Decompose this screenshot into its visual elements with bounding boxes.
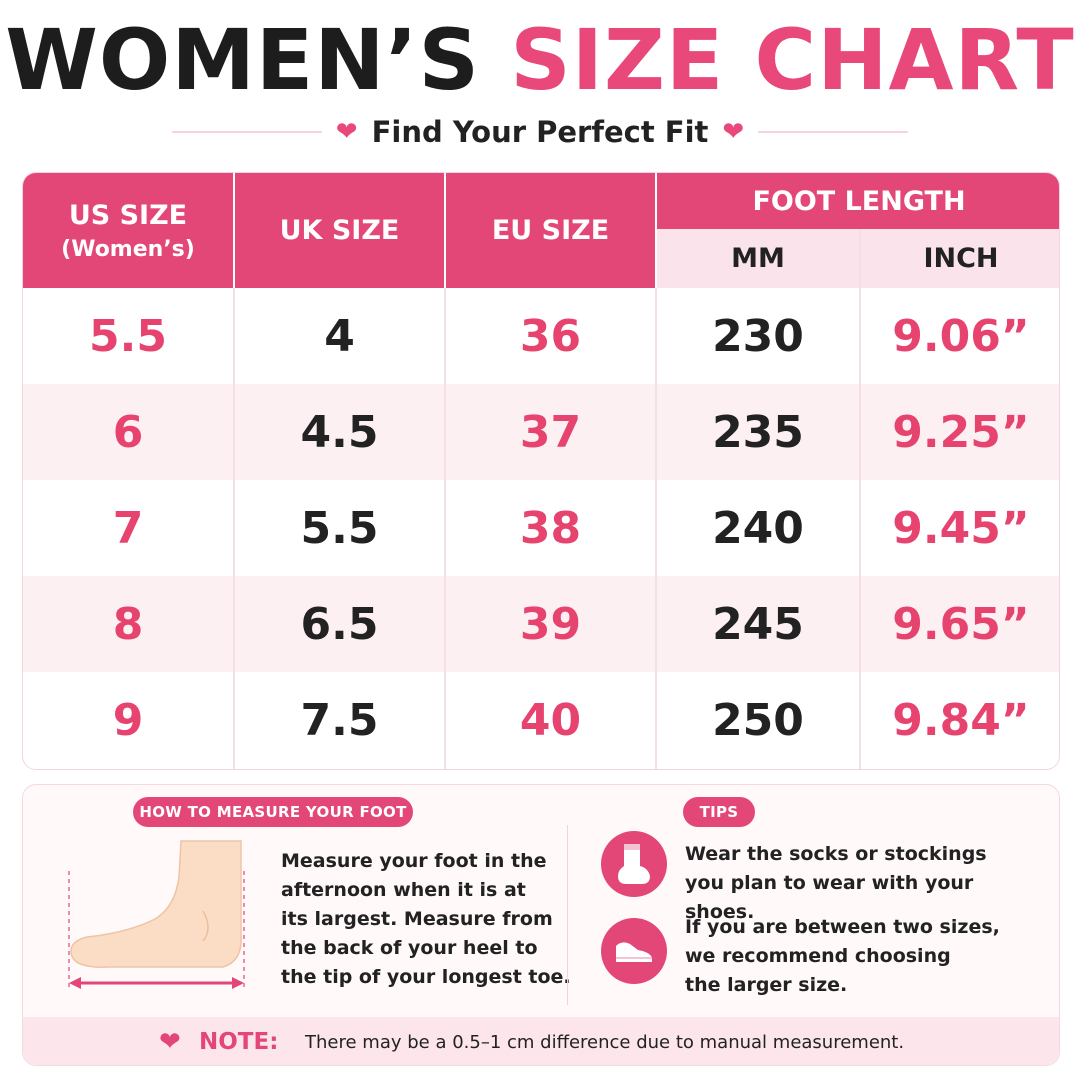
subtitle-row: ❤ Find Your Perfect Fit ❤ (0, 108, 1080, 156)
column-divider (655, 288, 657, 769)
cell-us: 5.5 (89, 310, 167, 362)
cell-inch: 9.25” (892, 406, 1030, 458)
cell-uk: 5.5 (300, 502, 379, 554)
header-divider (233, 173, 235, 288)
cell-inch: 9.06” (892, 310, 1030, 362)
page-title: WOMEN’S SIZE CHART (0, 10, 1080, 110)
cell-eu: 40 (519, 694, 582, 746)
foot-illustration (68, 840, 245, 989)
cell-eu: 37 (519, 406, 582, 458)
measure-badge: HOW TO MEASURE YOUR FOOT (133, 797, 413, 827)
cell-mm: 230 (712, 310, 804, 362)
header-us-sublabel: (Women’s) (61, 236, 195, 262)
title-part-1: WOMEN’S (5, 11, 481, 109)
tip-line: the larger size. (685, 974, 848, 996)
header-us-size: US SIZE (Women’s) (23, 173, 233, 288)
header-inch: INCH (861, 229, 1059, 288)
column-divider (233, 288, 235, 769)
tip-line: Wear the socks or stockings (685, 843, 987, 865)
header-foot-length: FOOT LENGTH (657, 173, 1059, 229)
tip-text: Wear the socks or stockings you plan to … (685, 840, 1045, 927)
cell-us: 6 (112, 406, 144, 458)
cell-inch: 9.84” (892, 694, 1030, 746)
cell-mm: 240 (712, 502, 804, 554)
note-bar: ❤ NOTE: There may be a 0.5–1 cm differen… (23, 1017, 1059, 1065)
header-us-label: US SIZE (68, 199, 188, 231)
measure-line: its largest. Measure from (281, 908, 553, 930)
header-uk-size: UK SIZE (235, 173, 444, 288)
cell-eu: 36 (519, 310, 582, 362)
sock-icon (601, 831, 667, 897)
table-header: US SIZE (Women’s) UK SIZE EU SIZE FOOT L… (23, 173, 1059, 288)
info-divider (567, 825, 568, 1005)
note-label: NOTE: (199, 1029, 279, 1055)
cell-mm: 235 (712, 406, 804, 458)
header-uk-label: UK SIZE (279, 215, 400, 246)
cell-us: 9 (112, 694, 144, 746)
heart-icon: ❤ (335, 117, 358, 147)
shoe-icon (601, 918, 667, 984)
table-row: 6 4.5 37 235 9.25” (23, 384, 1059, 480)
header-divider (655, 173, 657, 288)
measure-line: the tip of your longest toe. (281, 966, 571, 988)
info-panel: HOW TO MEASURE YOUR FOOT Measure your fo… (22, 784, 1060, 1066)
tip-line: you plan to wear with your shoes. (685, 872, 974, 923)
measure-line: Measure your foot in the (281, 850, 547, 872)
table-row: 9 7.5 40 250 9.84” (23, 672, 1059, 768)
note-text: There may be a 0.5–1 cm difference due t… (305, 1032, 905, 1053)
cell-mm: 250 (712, 694, 804, 746)
tips-badge: TIPS (683, 797, 755, 827)
tip-text: If you are between two sizes, we recomme… (685, 913, 1045, 1000)
cell-inch: 9.65” (892, 598, 1030, 650)
header-eu-label: EU SIZE (491, 215, 610, 246)
measure-line: the back of your heel to (281, 937, 538, 959)
cell-uk: 6.5 (300, 598, 379, 650)
size-table: US SIZE (Women’s) UK SIZE EU SIZE FOOT L… (22, 172, 1060, 770)
divider-line-left (171, 131, 322, 133)
title-part-2: SIZE CHART (510, 11, 1075, 109)
header-divider (444, 173, 446, 288)
column-divider (444, 288, 446, 769)
measure-instructions: Measure your foot in the afternoon when … (281, 847, 571, 992)
heart-icon: ❤ (722, 117, 745, 147)
table-row: 7 5.5 38 240 9.45” (23, 480, 1059, 576)
cell-uk: 4 (324, 310, 355, 362)
cell-eu: 39 (519, 598, 582, 650)
divider-line-right (758, 131, 909, 133)
table-row: 8 6.5 39 245 9.65” (23, 576, 1059, 672)
column-divider (859, 229, 861, 769)
cell-us: 8 (112, 598, 144, 650)
table-row: 5.5 4 36 230 9.06” (23, 288, 1059, 384)
tip-line: we recommend choosing (685, 945, 951, 967)
tip-line: If you are between two sizes, (685, 916, 1000, 938)
heart-icon: ❤ (159, 1027, 181, 1057)
subtitle: Find Your Perfect Fit (371, 115, 709, 149)
header-eu-size: EU SIZE (446, 173, 655, 288)
measure-line: afternoon when it is at (281, 879, 526, 901)
header-mm: MM (657, 229, 859, 288)
cell-mm: 245 (712, 598, 804, 650)
cell-uk: 4.5 (300, 406, 379, 458)
cell-uk: 7.5 (300, 694, 379, 746)
cell-inch: 9.45” (892, 502, 1030, 554)
cell-us: 7 (112, 502, 144, 554)
cell-eu: 38 (519, 502, 582, 554)
